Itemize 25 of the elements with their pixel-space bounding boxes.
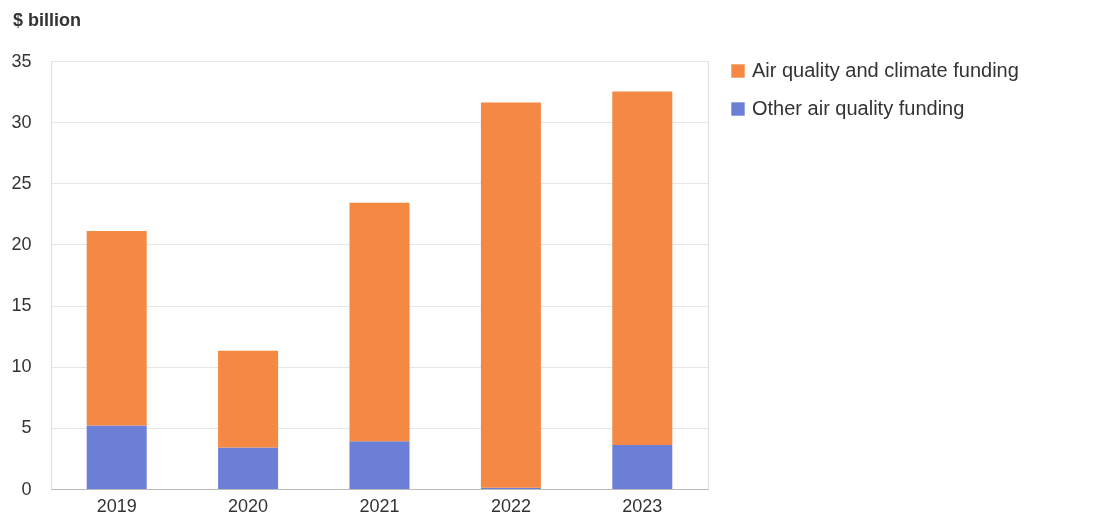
legend-label: Air quality and climate funding — [752, 59, 1019, 81]
y-tick-label: 10 — [11, 356, 32, 377]
y-tick-label: 5 — [21, 417, 32, 438]
x-tick-label: 2019 — [96, 495, 137, 516]
bar — [480, 102, 541, 488]
legend-label: Other air quality funding — [752, 97, 965, 119]
bar — [86, 230, 147, 426]
bar — [612, 91, 673, 445]
bar — [86, 425, 147, 489]
x-tick-label: 2020 — [228, 495, 269, 516]
bar — [612, 444, 673, 489]
y-tick-label: 25 — [11, 172, 32, 193]
x-tick-label: 2022 — [490, 495, 531, 516]
y-tick-label: 15 — [11, 295, 32, 316]
y-tick-label: 20 — [11, 233, 32, 254]
bar — [218, 350, 279, 448]
y-tick-label: 35 — [11, 50, 32, 71]
x-tick-label: 2023 — [622, 495, 663, 516]
bar — [349, 441, 410, 489]
bar — [218, 447, 279, 489]
y-tick-label: 0 — [21, 478, 32, 499]
y-tick-label: 30 — [11, 111, 32, 132]
y-axis-title: $ billion — [13, 10, 82, 30]
x-tick-label: 2021 — [359, 495, 400, 516]
bar — [349, 202, 410, 442]
